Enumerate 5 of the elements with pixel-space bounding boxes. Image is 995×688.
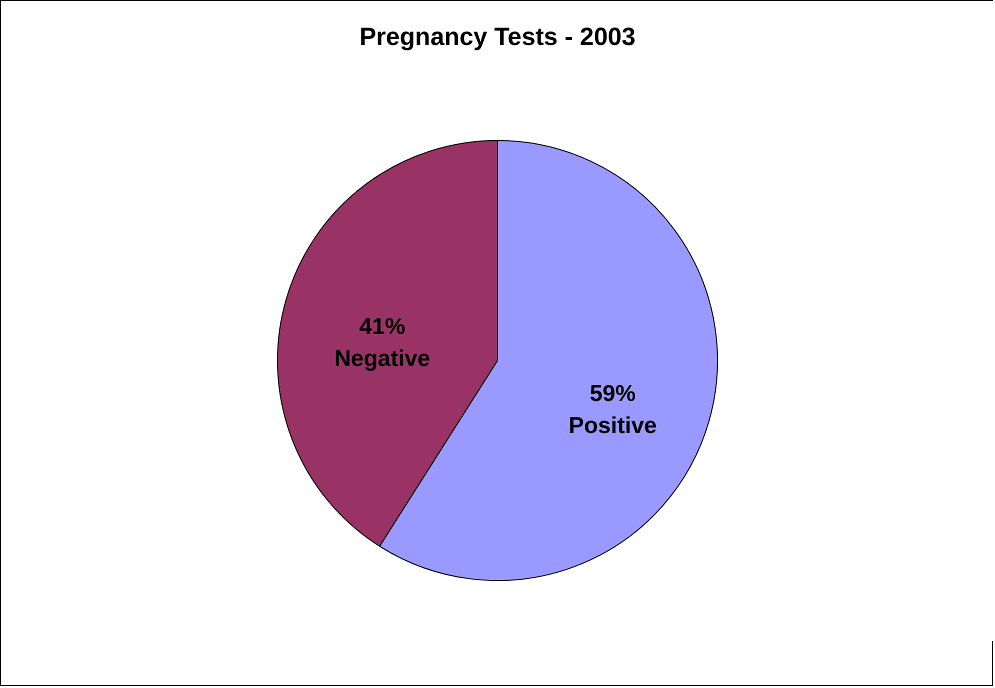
data-label: 41% xyxy=(359,313,406,340)
slice-label: Negative xyxy=(334,345,430,372)
data-label: 59% xyxy=(590,380,636,406)
slice-label: Positive xyxy=(568,412,657,438)
chart-title: Pregnancy Tests - 2003 xyxy=(359,23,636,51)
